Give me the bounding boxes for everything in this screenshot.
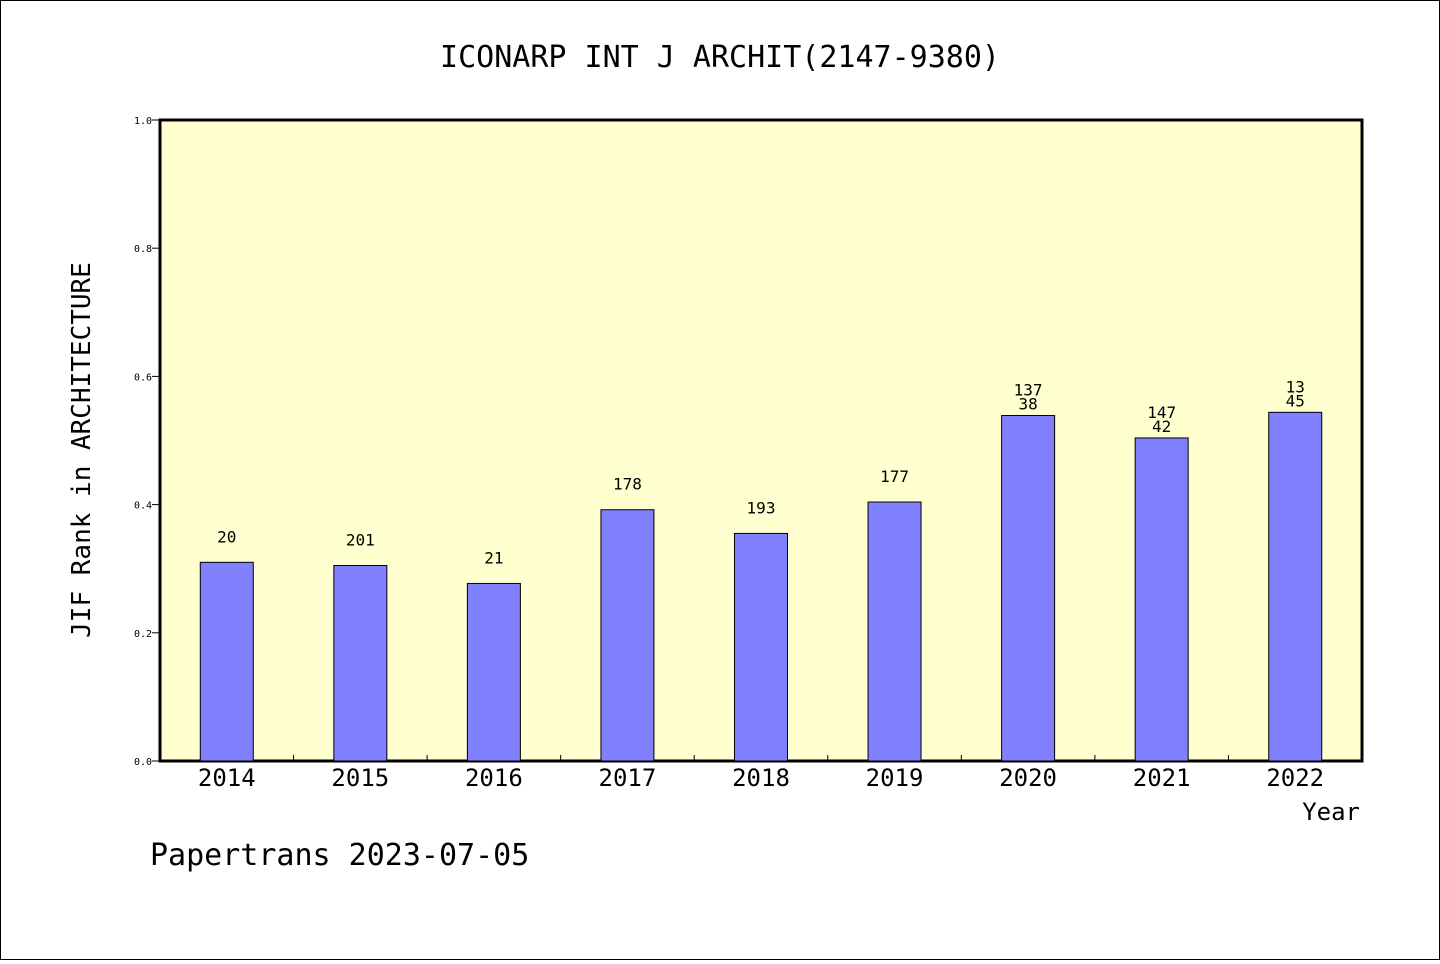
- bar-2020: [1001, 415, 1056, 762]
- data-label: 38: [1018, 395, 1037, 414]
- data-label: 13: [1286, 377, 1305, 396]
- x-tick-label: 2019: [866, 764, 924, 792]
- data-label: 178: [613, 475, 642, 494]
- bar-2014: [199, 561, 254, 762]
- x-tick-label: 2014: [198, 764, 256, 792]
- data-label: 193: [747, 498, 776, 517]
- y-tick-label: 0.8: [134, 244, 152, 255]
- data-label: 45: [1286, 391, 1305, 410]
- y-tick-label: 0.2: [134, 629, 152, 640]
- bar-2018: [734, 532, 788, 762]
- x-tick-label: 2022: [1266, 764, 1324, 792]
- bar-2017: [600, 509, 655, 762]
- y-axis-label: JIF Rank in ARCHITECTURE: [67, 262, 97, 638]
- data-label: 21: [484, 548, 503, 567]
- y-tick-label: 0.4: [134, 501, 152, 512]
- x-tick-label: 2017: [599, 764, 657, 792]
- bar-2015: [333, 564, 388, 762]
- data-label: 177: [880, 467, 909, 486]
- bar-2016: [466, 582, 521, 762]
- x-axis: 2014 2015 2016 2017 2018 2019 2020 2021 2022: [198, 755, 1324, 792]
- y-tick-label: 1.0: [134, 116, 152, 127]
- x-tick-label: 2018: [732, 764, 790, 792]
- y-axis: 0.0 0.2 0.4 0.6 0.8 1.0: [134, 116, 160, 768]
- bar-2019: [867, 501, 922, 762]
- x-tick-label: 2015: [331, 764, 389, 792]
- y-tick-label: 0.0: [134, 757, 152, 768]
- data-label: 147: [1147, 403, 1176, 422]
- x-tick-label: 2021: [1133, 764, 1191, 792]
- chart-title: ICONARP INT J ARCHIT(2147-9380): [440, 40, 1000, 75]
- bar-2021: [1134, 437, 1189, 762]
- x-tick-label: 2016: [465, 764, 523, 792]
- data-label: 42: [1152, 417, 1171, 436]
- data-label: 20: [217, 527, 236, 546]
- bar-2022: [1268, 411, 1323, 762]
- y-tick-label: 0.6: [134, 372, 152, 383]
- x-tick-label: 2020: [999, 764, 1057, 792]
- data-label: 137: [1014, 381, 1043, 400]
- footer-text: Papertrans 2023-07-05: [150, 838, 529, 873]
- data-label: 201: [346, 530, 375, 549]
- bars: [199, 411, 1323, 762]
- x-axis-label: Year: [1302, 798, 1360, 826]
